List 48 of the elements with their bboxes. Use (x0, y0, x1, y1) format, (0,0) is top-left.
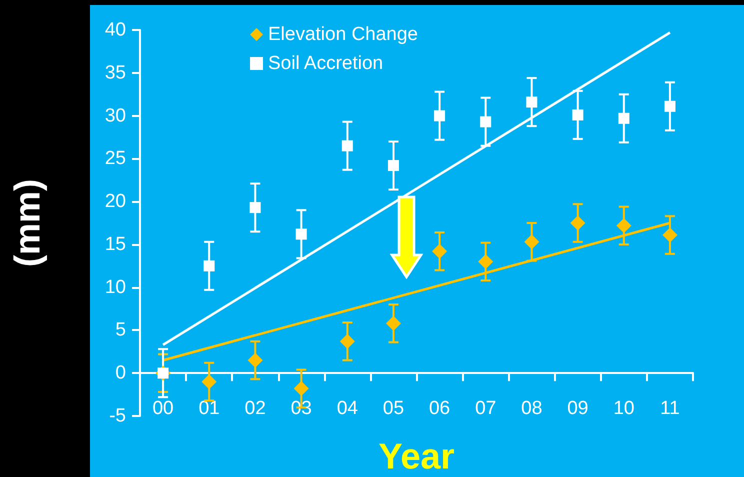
point (572, 109, 584, 120)
x-tick-label: 03 (290, 398, 312, 419)
y-tick-label: 40 (104, 20, 126, 40)
point (526, 96, 538, 108)
x-tick-label: 10 (613, 398, 634, 419)
y-axis-title: (mm) (6, 179, 48, 267)
x-tick-label: 11 (660, 398, 680, 419)
y-tick-label: 30 (104, 105, 126, 126)
x-tick-label: 01 (198, 398, 220, 419)
x-tick-label: 06 (428, 398, 450, 419)
y-tick-label: 20 (104, 191, 126, 212)
point (202, 374, 217, 390)
point (340, 334, 355, 349)
point (248, 352, 263, 368)
x-tick-label: 09 (567, 398, 588, 419)
y-tick-label: 35 (104, 62, 126, 84)
y-tick-label: -5 (109, 406, 126, 426)
point (342, 140, 353, 152)
x-tick-label: 02 (244, 398, 266, 419)
y-tick-label: 10 (104, 276, 126, 298)
x-tick-label: 04 (336, 398, 358, 419)
point (388, 160, 399, 172)
point (616, 218, 632, 234)
legend-label: Elevation Change (268, 24, 418, 45)
point (524, 234, 540, 250)
y-tick-label: 15 (104, 234, 126, 255)
x-tick-label: 05 (382, 398, 404, 419)
y-tick-label: 25 (104, 148, 126, 170)
legend-label: Soil Accretion (268, 53, 384, 74)
point (386, 316, 401, 331)
point (296, 228, 307, 240)
point (664, 100, 676, 112)
x-axis-title: Year (378, 436, 455, 476)
x-tick-label: 07 (475, 398, 496, 419)
point (618, 112, 630, 124)
y-tick-label: 0 (115, 362, 126, 384)
point (250, 202, 261, 214)
point (662, 228, 678, 243)
point (432, 244, 448, 259)
x-tick-label: 08 (521, 398, 542, 419)
point (478, 254, 494, 270)
y-tick-label: 5 (115, 320, 126, 341)
point (480, 116, 492, 128)
point (434, 110, 446, 122)
x-tick-label: 00 (152, 398, 174, 419)
point (204, 260, 215, 272)
point (570, 216, 586, 230)
point (294, 381, 309, 396)
